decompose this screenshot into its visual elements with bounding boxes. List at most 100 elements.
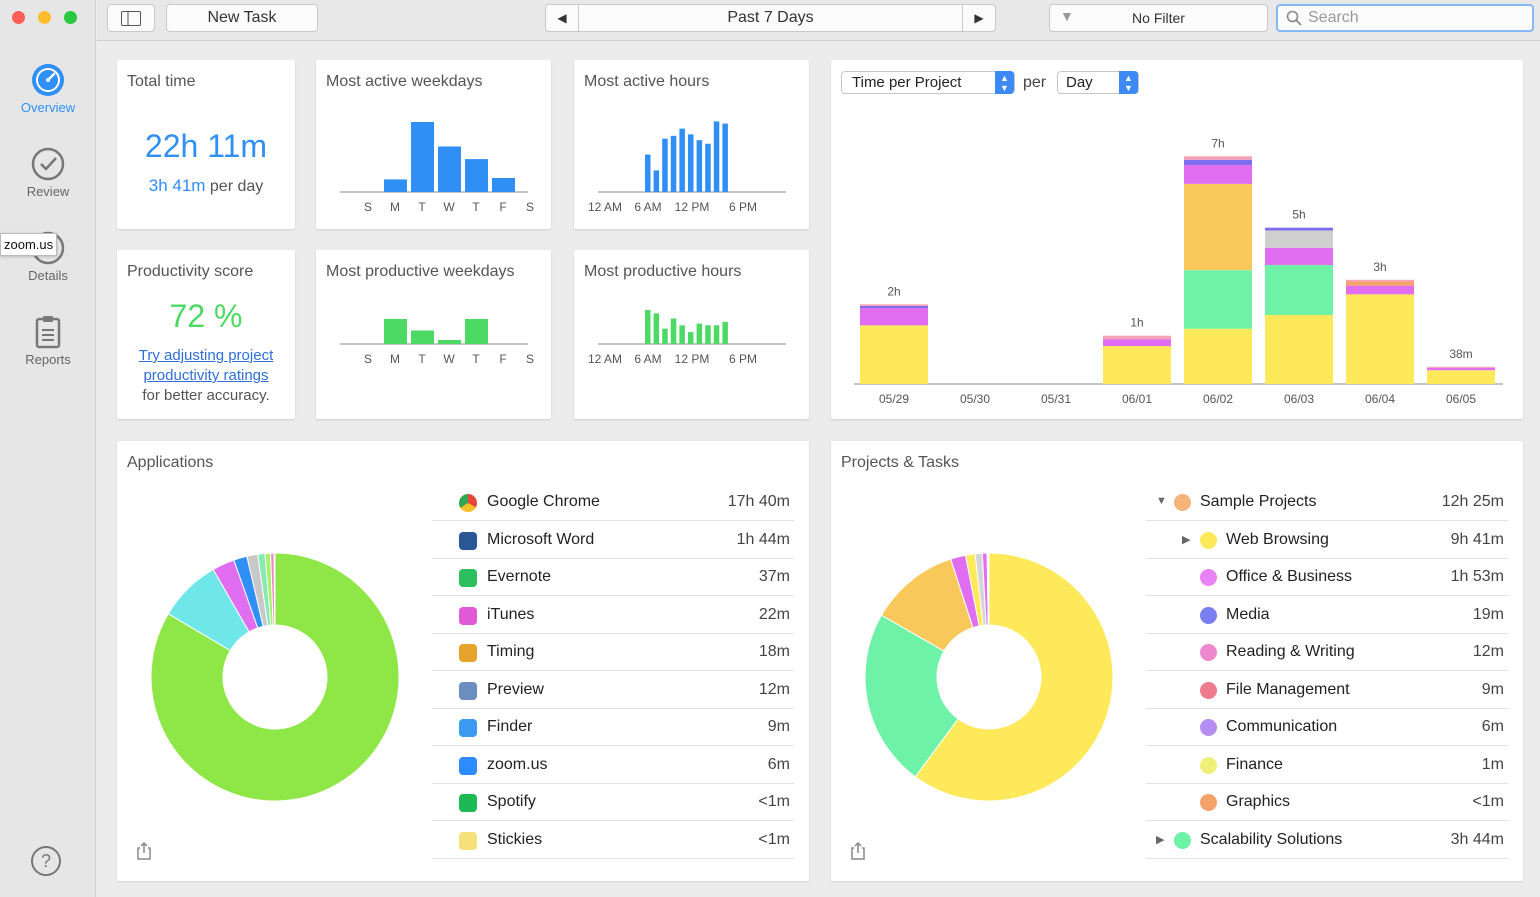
bar (713, 325, 720, 344)
bar (679, 128, 685, 192)
zoom-window-button[interactable] (64, 11, 77, 24)
bar-segment (1103, 346, 1171, 384)
sidebar: Overview Review Details Reports zoom.us … (0, 0, 96, 897)
bar-segment (1265, 227, 1333, 231)
bar-segment (1346, 285, 1414, 295)
productivity-card: Productivity score 72 % Try adjusting pr… (117, 250, 295, 419)
bar (688, 134, 694, 192)
help-icon[interactable]: ? (30, 845, 62, 877)
tick-label: 05/29 (879, 392, 909, 406)
filter-icon: ▼ (1060, 8, 1074, 24)
next-period-button[interactable]: ▶ (962, 4, 996, 32)
list-item[interactable]: Stickies <1m (432, 822, 794, 859)
list-item[interactable]: Graphics <1m (1146, 784, 1508, 821)
period-selector[interactable]: Past 7 Days (578, 4, 963, 32)
item-duration: 9m (1481, 680, 1504, 698)
tick-label: 12 PM (675, 200, 710, 214)
card-title: Most productive hours (584, 263, 742, 280)
most-active-hours-chart: 12 AM 6 AM 12 PM 6 PM (588, 121, 786, 214)
zoom-icon (459, 756, 477, 775)
toggle-sidebar-button[interactable] (107, 4, 155, 32)
tick-label: 06/01 (1122, 392, 1152, 406)
list-item[interactable]: ▶ Web Browsing 9h 41m (1146, 522, 1508, 559)
bar (696, 140, 703, 192)
sidebar-item-reports[interactable]: Reports (0, 314, 96, 367)
bar-total-label: 5h (1292, 208, 1305, 222)
tick-label: T (418, 352, 426, 366)
timing-icon (459, 644, 477, 662)
tooltip: zoom.us (0, 233, 58, 256)
bar-total-label: 1h (1130, 316, 1143, 330)
adjust-ratings-link-line2[interactable]: productivity ratings (143, 367, 269, 384)
bar-segment (860, 304, 928, 307)
item-duration: 17h 40m (727, 493, 790, 510)
item-name: Google Chrome (487, 493, 600, 510)
search-field[interactable]: Search (1276, 4, 1534, 32)
bar-segment (1265, 315, 1333, 384)
bar-segment (1346, 281, 1414, 286)
time-per-project-card: Time per Project ▲ ▼ per Day ▲ ▼ 2h 05/29 05… (831, 60, 1523, 419)
adjust-ratings-link[interactable]: Try adjusting project (138, 347, 274, 364)
list-item[interactable]: Timing 18m (432, 634, 794, 671)
tick-label: 6 PM (729, 352, 757, 366)
list-item[interactable]: iTunes 22m (432, 597, 794, 634)
bar-segment (860, 306, 928, 309)
previous-period-button[interactable]: ◀ (545, 4, 579, 32)
disclosure-collapsed-icon[interactable]: ▶ (1182, 533, 1191, 546)
sidebar-item-overview[interactable]: Overview (0, 62, 96, 115)
bar-total-label: 38m (1449, 347, 1472, 361)
list-item[interactable]: Finance 1m (1146, 747, 1508, 784)
list-item[interactable]: Microsoft Word 1h 44m (432, 522, 794, 559)
tick-label: S (526, 352, 534, 366)
list-item[interactable]: Evernote 37m (432, 559, 794, 596)
donut-slice (150, 552, 400, 802)
sidebar-item-review[interactable]: Review (0, 146, 96, 199)
list-item[interactable]: Preview 12m (432, 672, 794, 709)
bar-total-label: 2h (887, 284, 900, 298)
chart-type-select[interactable]: Time per Project ▲ ▼ (841, 71, 1015, 94)
tick-label: F (499, 352, 506, 366)
finder-icon (459, 719, 477, 737)
bar (696, 323, 703, 344)
list-item[interactable]: Office & Business 1h 53m (1146, 559, 1508, 596)
tick-label: 05/31 (1041, 392, 1071, 406)
bar (722, 123, 728, 192)
list-item[interactable]: Media 19m (1146, 597, 1508, 634)
tick-label: S (364, 352, 372, 366)
item-name: Timing (487, 643, 535, 660)
bar (438, 340, 461, 344)
applications-card: Applications Google Chrome 17h 40m Microso… (117, 441, 809, 881)
item-name: Communication (1226, 718, 1338, 735)
evernote-icon (459, 569, 477, 587)
share-icon[interactable] (849, 841, 867, 861)
list-item[interactable]: Communication 6m (1146, 709, 1508, 746)
list-item[interactable]: File Management 9m (1146, 672, 1508, 709)
bar (662, 138, 668, 192)
itunes-icon (459, 606, 477, 625)
disclosure-collapsed-icon[interactable]: ▶ (1156, 833, 1165, 846)
card-title: Applications (127, 454, 214, 471)
projects-card: Projects & Tasks ▼ Sample Projects 12h 25m… (831, 441, 1523, 881)
item-duration: 12m (1472, 643, 1504, 660)
minimize-window-button[interactable] (38, 11, 51, 24)
list-item[interactable]: Finder 9m (432, 709, 794, 746)
overview-gauge-icon (32, 64, 64, 96)
list-item[interactable]: Reading & Writing 12m (1146, 634, 1508, 671)
time-unit-select[interactable]: Day ▲ ▼ (1057, 71, 1139, 94)
most-active-hours-card: Most active hours 12 AM 6 AM 12 PM 6 PM (574, 60, 809, 229)
select-arrows-icon: ▲ ▼ (1119, 71, 1138, 94)
sidebar-item-label: Review (26, 184, 70, 199)
list-item[interactable]: ▶ Scalability Solutions 3h 44m (1146, 822, 1508, 859)
list-item[interactable]: ▼ Sample Projects 12h 25m (1146, 484, 1508, 521)
new-task-button[interactable]: New Task (166, 4, 318, 32)
close-window-button[interactable] (12, 11, 25, 24)
bar-segment (1184, 328, 1252, 384)
share-icon[interactable] (135, 841, 153, 861)
list-item[interactable]: Spotify <1m (432, 784, 794, 821)
filter-button[interactable]: ▼ No Filter (1049, 4, 1268, 32)
total-time-card: Total time 22h 11m 3h 41m per day (117, 60, 295, 229)
sidebar-toggle-icon (121, 10, 141, 26)
disclosure-expanded-icon[interactable]: ▼ (1156, 495, 1167, 507)
list-item[interactable]: Google Chrome 17h 40m (432, 484, 794, 521)
list-item[interactable]: zoom.us 6m (432, 747, 794, 784)
